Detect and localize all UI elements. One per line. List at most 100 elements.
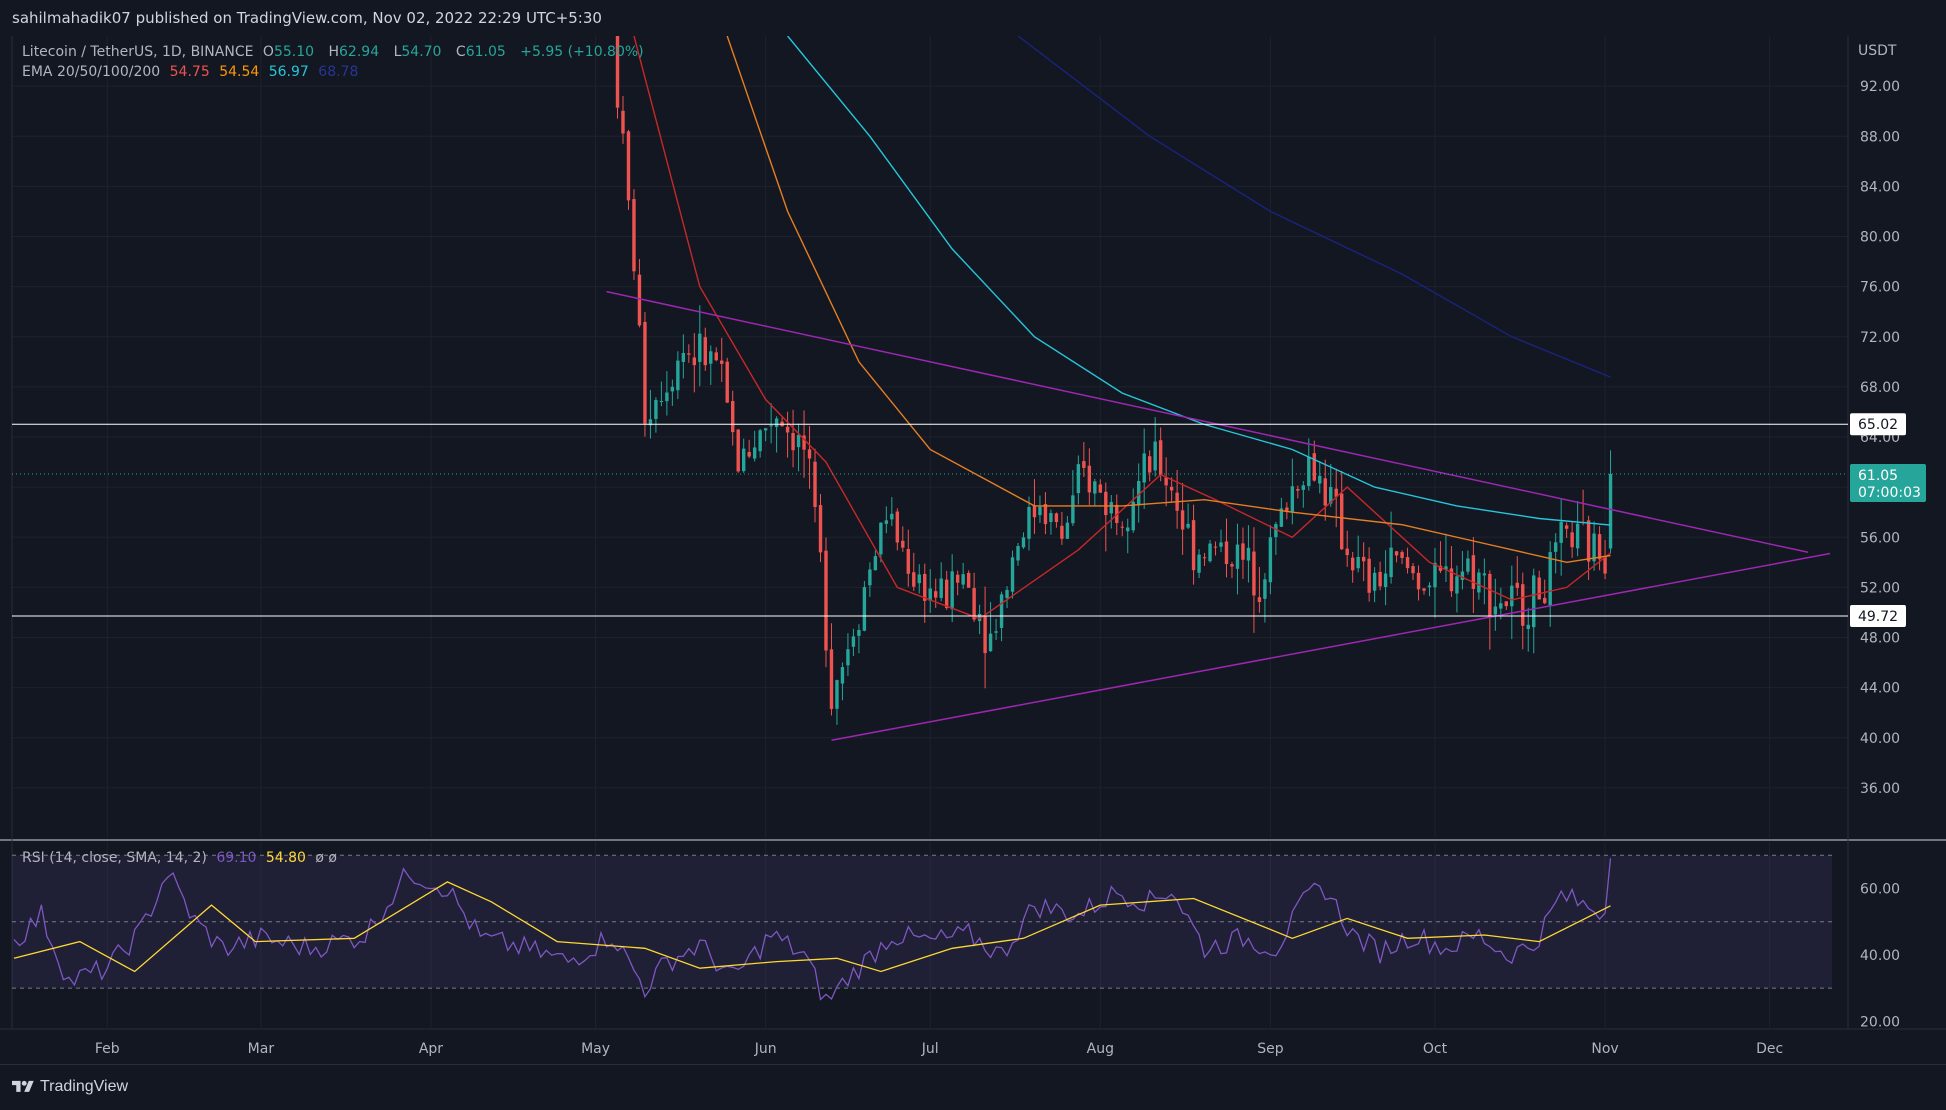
- candle-body: [1312, 453, 1316, 481]
- x-tick-label: Nov: [1591, 1041, 1618, 1057]
- candle-body: [654, 400, 658, 419]
- candle-body: [928, 588, 932, 601]
- candle-body: [1570, 532, 1574, 548]
- rsi-legend: RSI (14, close, SMA, 14, 2) 69.10 54.80 …: [22, 850, 342, 866]
- candle-body: [1564, 525, 1569, 529]
- candle-body: [1586, 520, 1591, 562]
- candles-group: [615, 36, 1613, 725]
- candle-body: [906, 549, 910, 574]
- candle-body: [1191, 520, 1196, 571]
- candle-body: [895, 511, 900, 543]
- candle-body: [1455, 576, 1459, 594]
- candle-body: [1186, 523, 1190, 528]
- y-tick-label: 68.00: [1860, 380, 1900, 396]
- candle-body: [1049, 513, 1053, 523]
- candle-body: [1071, 495, 1075, 524]
- candle-body: [1235, 544, 1240, 569]
- candle-body: [1076, 464, 1081, 494]
- ema50-value: 54.54: [219, 64, 260, 80]
- candle-body: [758, 430, 762, 452]
- candle-body: [725, 361, 729, 403]
- candle-body: [1005, 589, 1009, 599]
- candle-body: [1307, 456, 1311, 487]
- candle-body: [1021, 537, 1026, 548]
- candle-body: [1274, 524, 1278, 538]
- candle-body: [1213, 546, 1218, 548]
- y-unit-label: USDT: [1858, 43, 1897, 59]
- ema100-line: [787, 36, 1611, 526]
- candle-body: [1438, 565, 1443, 571]
- chart-svg[interactable]: Feb Mar Apr May Jun Jul Aug Sep Oct Nov Dec 36.00 40…: [0, 36, 1946, 1064]
- candle-body: [1131, 501, 1135, 531]
- candle-body: [912, 572, 916, 587]
- candle-body: [643, 321, 647, 424]
- candle-body: [1361, 556, 1366, 562]
- candle-body: [791, 433, 795, 451]
- candle-body: [988, 633, 993, 652]
- x-tick-label: Jun: [754, 1041, 777, 1057]
- candle-body: [1356, 556, 1360, 569]
- rsi-sma-line: [13, 881, 1611, 973]
- candle-body: [1290, 486, 1295, 512]
- candle-body: [709, 351, 713, 364]
- horizontal-level-tag: [1850, 413, 1906, 436]
- candle-body: [1383, 573, 1388, 588]
- open-value: 55.10: [273, 44, 315, 60]
- candle-body: [1263, 579, 1267, 599]
- candle-body: [1532, 575, 1536, 628]
- y-tick-label: 56.00: [1860, 530, 1900, 546]
- candle-body: [1543, 597, 1547, 604]
- horizontal-level-tag: [1850, 604, 1906, 627]
- candle-body: [1482, 573, 1487, 576]
- header-bar: sahilmahadik07 published on TradingView.…: [0, 0, 1946, 36]
- candle-body: [1087, 465, 1092, 493]
- candle-body: [1597, 534, 1602, 560]
- candle-body: [698, 333, 702, 362]
- open-label: O: [262, 44, 274, 60]
- candle-body: [720, 360, 724, 364]
- x-tick-label: May: [581, 1041, 610, 1057]
- candle-body: [774, 418, 779, 428]
- candle-body: [681, 352, 686, 362]
- candle-body: [632, 199, 636, 272]
- high-value: 62.94: [339, 44, 380, 60]
- candle-body: [1147, 456, 1152, 473]
- candle-body: [972, 588, 976, 620]
- ema50-line: [726, 36, 1611, 564]
- candle-body: [1054, 513, 1059, 523]
- candle-body: [1526, 624, 1530, 629]
- candle-body: [1043, 504, 1048, 525]
- tradingview-brand[interactable]: TradingView: [40, 1078, 129, 1095]
- candle-body: [1120, 526, 1124, 528]
- candle-body: [1142, 453, 1146, 483]
- candle-body: [901, 540, 905, 548]
- candle-body: [1104, 491, 1108, 516]
- rsi-value: 69.10: [216, 850, 257, 866]
- candle-body: [1449, 568, 1454, 592]
- candle-body: [840, 667, 845, 684]
- close-label: C: [455, 44, 466, 60]
- candle-body: [923, 573, 927, 601]
- ema200-value: 68.78: [318, 64, 359, 80]
- candle-body: [1318, 475, 1322, 484]
- candle-body: [994, 631, 998, 633]
- candle-body: [1093, 481, 1097, 494]
- y-tick-label: 88.00: [1860, 129, 1900, 145]
- last-price-tag: [1850, 463, 1926, 502]
- candle-body: [1164, 477, 1168, 486]
- candle-body: [1252, 551, 1256, 596]
- rsi-y-tick-label: 20.00: [1860, 1014, 1900, 1030]
- candle-body: [1471, 555, 1476, 589]
- ema-label: EMA 20/50/100/200: [22, 64, 161, 80]
- candle-body: [813, 461, 817, 508]
- ema200-line: [1017, 36, 1611, 378]
- candle-body: [1208, 543, 1212, 562]
- candle-body: [1334, 488, 1338, 497]
- horizontal-level-label: 65.02: [1858, 417, 1898, 433]
- candle-body: [1197, 554, 1201, 573]
- candle-body: [1493, 606, 1498, 615]
- candle-body: [1411, 566, 1415, 574]
- candle-body: [1427, 585, 1432, 588]
- candle-body: [824, 550, 828, 651]
- candle-body: [692, 357, 697, 366]
